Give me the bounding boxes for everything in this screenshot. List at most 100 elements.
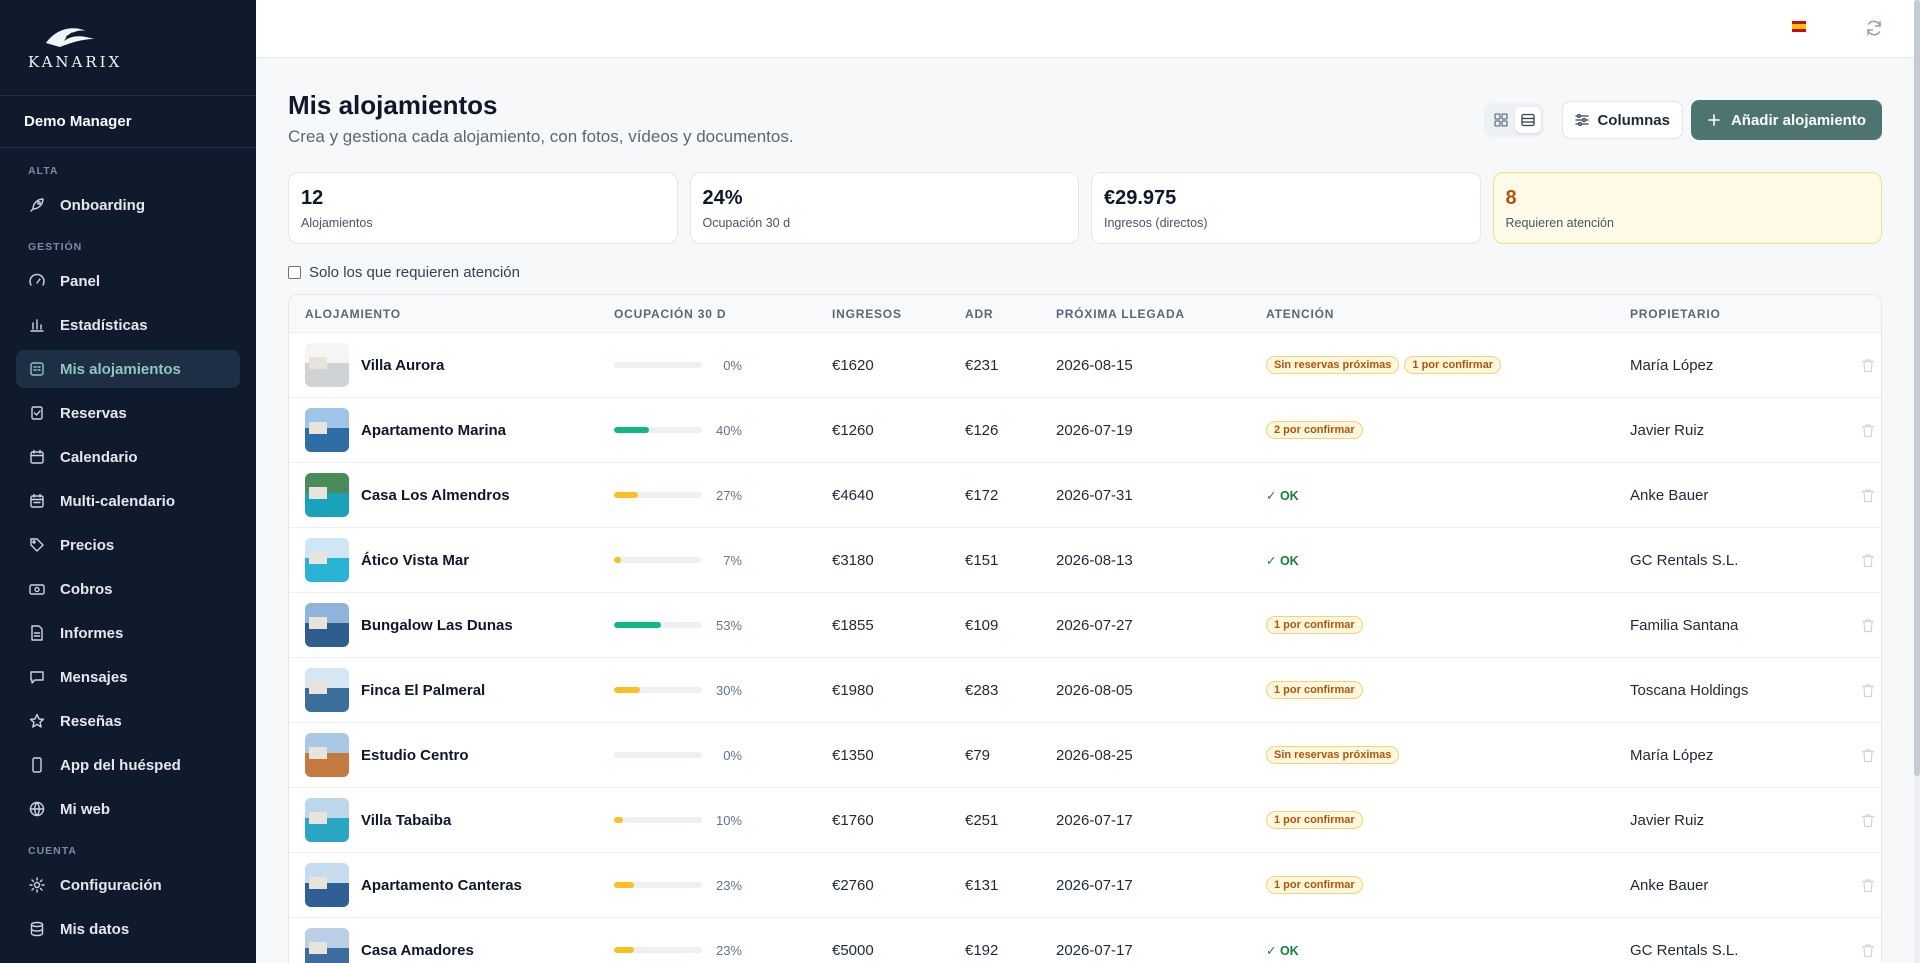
table-row[interactable]: Bungalow Las Dunas 53% €1855 €109 2026-0… — [289, 593, 1881, 658]
trash-icon[interactable] — [1861, 683, 1875, 698]
table-row[interactable]: Villa Tabaiba 10% €1760 €251 2026-07-17 … — [289, 788, 1881, 853]
sidebar-item-precios[interactable]: Precios — [16, 526, 240, 564]
col-header-income[interactable]: INGRESOS — [832, 306, 902, 321]
attention-cell: Sin reservas próximas 1 por confirmar — [1266, 356, 1630, 374]
property-name[interactable]: Bungalow Las Dunas — [361, 616, 513, 634]
table-row[interactable]: Casa Los Almendros 27% €4640 €172 2026-0… — [289, 463, 1881, 528]
attention-filter[interactable]: Solo los que requieren atención — [288, 264, 520, 281]
property-thumbnail[interactable] — [305, 473, 349, 517]
sidebar-item-mis-datos[interactable]: Mis datos — [16, 910, 240, 948]
property-name[interactable]: Finca El Palmeral — [361, 681, 486, 699]
sidebar-item-onboarding[interactable]: Onboarding — [16, 186, 240, 224]
sidebar-item-cobros[interactable]: Cobros — [16, 570, 240, 608]
property-thumbnail[interactable] — [305, 343, 349, 387]
table-row[interactable]: Finca El Palmeral 30% €1980 €283 2026-08… — [289, 658, 1881, 723]
trash-icon[interactable] — [1861, 943, 1875, 958]
spain-flag-icon[interactable] — [1792, 21, 1806, 32]
next-arrival-cell: 2026-08-25 — [1056, 746, 1133, 764]
add-property-button[interactable]: Añadir alojamiento — [1690, 100, 1882, 140]
property-name[interactable]: Apartamento Marina — [361, 421, 507, 439]
property-thumbnail[interactable] — [305, 408, 349, 452]
sidebar-item-configuracion[interactable]: Configuración — [16, 866, 240, 904]
occupancy-percent: 23% — [715, 877, 742, 893]
table-row[interactable]: Casa Amadores 23% €5000 €192 2026-07-17 … — [289, 918, 1881, 963]
occupancy-bar-fill — [614, 492, 638, 498]
stat-card[interactable]: 8 Requieren atención — [1492, 172, 1882, 244]
col-header-owner[interactable]: PROPIETARIO — [1630, 306, 1721, 321]
table-row[interactable]: Villa Aurora 0% €1620 €231 2026-08-15 Si… — [289, 333, 1881, 398]
property-name[interactable]: Casa Amadores — [361, 941, 474, 959]
sidebar-item-calendario[interactable]: Calendario — [16, 438, 240, 476]
col-header-arrival[interactable]: PRÓXIMA LLEGADA — [1056, 306, 1185, 321]
property-thumbnail[interactable] — [305, 733, 349, 777]
property-thumbnail[interactable] — [305, 928, 349, 963]
sidebar-item-label: Informes — [60, 624, 124, 642]
sidebar-item-app-del-huesped[interactable]: App del huésped — [16, 746, 240, 784]
attention-checkbox[interactable] — [288, 266, 301, 279]
trash-icon[interactable] — [1861, 618, 1875, 633]
trash-icon[interactable] — [1861, 553, 1875, 568]
grid-view-button[interactable] — [1488, 107, 1514, 133]
sidebar-item-mensajes[interactable]: Mensajes — [16, 658, 240, 696]
sidebar-item-informes[interactable]: Informes — [16, 614, 240, 652]
trash-icon[interactable] — [1861, 878, 1875, 893]
table-row[interactable]: Ático Vista Mar 7% €3180 €151 2026-08-13… — [289, 528, 1881, 593]
page-scrollbar[interactable] — [1914, 0, 1920, 963]
property-thumbnail[interactable] — [305, 863, 349, 907]
columns-button[interactable]: Columnas — [1562, 101, 1683, 139]
trash-icon[interactable] — [1861, 748, 1875, 763]
sidebar-item-mi-web[interactable]: Mi web — [16, 790, 240, 828]
scrollbar-thumb[interactable] — [1914, 0, 1920, 776]
property-thumbnail[interactable] — [305, 798, 349, 842]
trash-icon[interactable] — [1861, 488, 1875, 503]
trash-icon[interactable] — [1861, 358, 1875, 373]
col-header-adr[interactable]: ADR — [965, 306, 994, 321]
trash-icon[interactable] — [1861, 423, 1875, 438]
logo[interactable]: KANARIX — [0, 0, 256, 96]
tag-icon — [30, 538, 44, 552]
occupancy-percent: 27% — [715, 487, 742, 503]
property-thumbnail[interactable] — [305, 538, 349, 582]
sidebar-item-resenas[interactable]: Reseñas — [16, 702, 240, 740]
occupancy-cell: 23% — [614, 943, 832, 958]
sidebar-item-label: Mis datos — [60, 920, 130, 938]
property-name[interactable]: Ático Vista Mar — [361, 551, 470, 569]
sidebar-item-mis-alojamientos[interactable]: Mis alojamientos — [16, 350, 240, 388]
occupancy-cell: 23% — [614, 878, 832, 893]
adr-cell: €126 — [965, 421, 999, 439]
col-header-attention[interactable]: ATENCIÓN — [1266, 306, 1335, 321]
property-thumbnail[interactable] — [305, 668, 349, 712]
sidebar-item-label: Mis alojamientos — [60, 360, 181, 378]
occupancy-bar-fill — [614, 427, 650, 433]
property-thumbnail[interactable] — [305, 603, 349, 647]
stat-label: Requieren atención — [1505, 216, 1614, 230]
sidebar-section-label: GESTIÓN — [28, 241, 83, 253]
income-cell: €1855 — [832, 616, 874, 634]
property-name[interactable]: Casa Los Almendros — [361, 486, 510, 504]
property-name[interactable]: Apartamento Canteras — [361, 876, 522, 894]
user-name[interactable]: Demo Manager — [0, 96, 256, 148]
owner-cell: Anke Bauer — [1630, 486, 1709, 504]
attention-cell: 1 por confirmar — [1266, 811, 1630, 829]
table-row[interactable]: Apartamento Marina 40% €1260 €126 2026-0… — [289, 398, 1881, 463]
attention-badge: 1 por confirmar — [1266, 811, 1363, 829]
sidebar-item-reservas[interactable]: Reservas — [16, 394, 240, 432]
stats-row: 12 Alojamientos 24% Ocupación 30 d €29.975… — [288, 172, 1882, 244]
table-row[interactable]: Estudio Centro 0% €1350 €79 2026-08-25 S… — [289, 723, 1881, 788]
property-name[interactable]: Villa Aurora — [361, 356, 445, 374]
sidebar-item-multi-calendario[interactable]: Multi-calendario — [16, 482, 240, 520]
sidebar-item-estadisticas[interactable]: Estadísticas — [16, 306, 240, 344]
col-header-name[interactable]: ALOJAMIENTO — [305, 306, 401, 321]
trash-icon[interactable] — [1861, 813, 1875, 828]
adr-cell: €151 — [965, 551, 999, 569]
property-cell: Estudio Centro — [289, 733, 614, 777]
property-name[interactable]: Estudio Centro — [361, 746, 469, 764]
globe-icon — [29, 801, 45, 817]
sidebar-item-panel[interactable]: Panel — [16, 262, 240, 300]
refresh-icon[interactable] — [1864, 18, 1884, 38]
occupancy-percent: 23% — [715, 942, 742, 958]
col-header-occupancy[interactable]: OCUPACIÓN 30 D — [614, 306, 727, 321]
table-view-button[interactable] — [1514, 107, 1541, 133]
property-name[interactable]: Villa Tabaiba — [361, 811, 452, 829]
table-row[interactable]: Apartamento Canteras 23% €2760 €131 2026… — [289, 853, 1881, 918]
